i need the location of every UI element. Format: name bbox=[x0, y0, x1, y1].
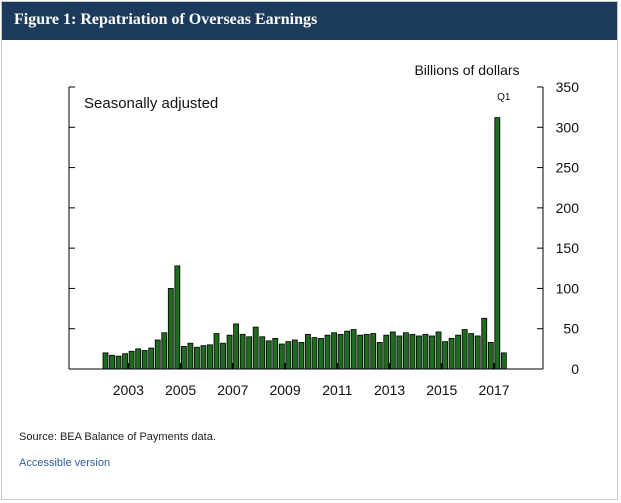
bar-12 bbox=[180, 346, 187, 370]
bar-57 bbox=[474, 335, 481, 370]
bar-55 bbox=[461, 329, 468, 370]
bar-26 bbox=[272, 337, 279, 370]
bar-9 bbox=[161, 332, 168, 370]
bar-16 bbox=[207, 344, 213, 370]
figure-title: Figure 1: Repatriation of Overseas Earni… bbox=[14, 11, 318, 28]
bar-61 bbox=[500, 352, 507, 370]
bar-54 bbox=[455, 334, 462, 370]
bar-52 bbox=[442, 341, 448, 370]
bar-38 bbox=[350, 329, 357, 370]
bar-56 bbox=[468, 333, 475, 370]
bar-31 bbox=[305, 333, 311, 370]
bar-36 bbox=[337, 333, 344, 370]
bar-45 bbox=[396, 335, 403, 370]
ytick-label-250: 250 bbox=[556, 160, 580, 176]
bar-48 bbox=[416, 335, 422, 370]
bar-4 bbox=[128, 350, 135, 370]
bar-43 bbox=[383, 334, 390, 370]
bar-42 bbox=[376, 342, 383, 370]
bar-20 bbox=[233, 323, 240, 370]
xtick-label-2003: 2003 bbox=[113, 382, 144, 398]
ytick-label-150: 150 bbox=[556, 240, 580, 256]
ytick-label-0: 0 bbox=[571, 361, 579, 377]
bar-49 bbox=[422, 333, 429, 370]
bar-14 bbox=[194, 346, 200, 370]
bar-1 bbox=[109, 354, 115, 370]
xtick-label-2015: 2015 bbox=[426, 382, 457, 398]
bar-40 bbox=[363, 333, 370, 370]
xtick-label-2011: 2011 bbox=[322, 382, 352, 398]
bar-59 bbox=[487, 342, 494, 370]
bar-46 bbox=[402, 332, 409, 370]
ytick-label-50: 50 bbox=[563, 321, 579, 337]
chart-axes bbox=[68, 87, 544, 370]
bar-2 bbox=[115, 355, 122, 370]
bar-47 bbox=[409, 333, 416, 370]
bar-13 bbox=[187, 342, 194, 370]
bar-5 bbox=[135, 348, 142, 370]
bar-32 bbox=[311, 337, 318, 370]
xtick-label-2013: 2013 bbox=[374, 382, 405, 398]
bar-10 bbox=[167, 288, 174, 370]
units-label: Billions of dollars bbox=[414, 62, 519, 78]
bar-23 bbox=[252, 326, 259, 370]
bar-3 bbox=[122, 353, 128, 370]
xtick-label-2005: 2005 bbox=[165, 382, 196, 398]
bar-6 bbox=[141, 350, 148, 370]
ytick-label-100: 100 bbox=[556, 280, 580, 296]
source-note: Source: BEA Balance of Payments data. bbox=[19, 431, 216, 443]
ytick-label-200: 200 bbox=[556, 200, 580, 216]
bar-39 bbox=[357, 334, 364, 370]
bar-8 bbox=[154, 339, 161, 370]
xtick-label-2007: 2007 bbox=[217, 382, 248, 398]
bar-33 bbox=[318, 337, 324, 370]
bar-51 bbox=[435, 331, 442, 370]
bar-41 bbox=[370, 333, 377, 370]
bar-series bbox=[102, 117, 507, 370]
x-ticks: 2003 2005 2007 2009 2011 2013 2015 2017 bbox=[113, 363, 510, 398]
bar-34 bbox=[324, 334, 331, 370]
bar-0 bbox=[102, 352, 109, 370]
bar-18 bbox=[220, 342, 226, 370]
bar-22 bbox=[246, 336, 253, 370]
xtick-label-2009: 2009 bbox=[269, 382, 300, 398]
bar-17 bbox=[213, 333, 220, 370]
bar-15 bbox=[200, 345, 207, 370]
bar-25 bbox=[265, 340, 272, 370]
xtick-label-2017: 2017 bbox=[478, 382, 509, 398]
bar-11 bbox=[174, 265, 181, 370]
bar-60 bbox=[494, 117, 501, 370]
ytick-label-350: 350 bbox=[556, 79, 580, 95]
bar-58 bbox=[481, 317, 488, 370]
bar-53 bbox=[448, 337, 455, 370]
bar-24 bbox=[259, 336, 266, 370]
y-ticks: 0 50 100 150 200 250 300 350 bbox=[69, 79, 579, 377]
bar-44 bbox=[389, 331, 396, 370]
accessible-version-link[interactable]: Accessible version bbox=[19, 457, 111, 469]
q1-annotation: Q1 bbox=[497, 92, 511, 103]
bar-21 bbox=[239, 333, 246, 370]
bar-19 bbox=[226, 334, 233, 370]
seasonal-note: Seasonally adjusted bbox=[84, 95, 218, 112]
bar-35 bbox=[331, 332, 337, 370]
bar-30 bbox=[298, 342, 305, 370]
bar-28 bbox=[285, 341, 292, 370]
bar-50 bbox=[429, 335, 435, 370]
ytick-label-300: 300 bbox=[556, 119, 580, 135]
bar-27 bbox=[278, 343, 285, 370]
bar-37 bbox=[344, 330, 351, 370]
bar-29 bbox=[291, 339, 298, 370]
figure-title-bar: Figure 1: Repatriation of Overseas Earni… bbox=[2, 2, 617, 40]
bar-7 bbox=[148, 347, 155, 370]
